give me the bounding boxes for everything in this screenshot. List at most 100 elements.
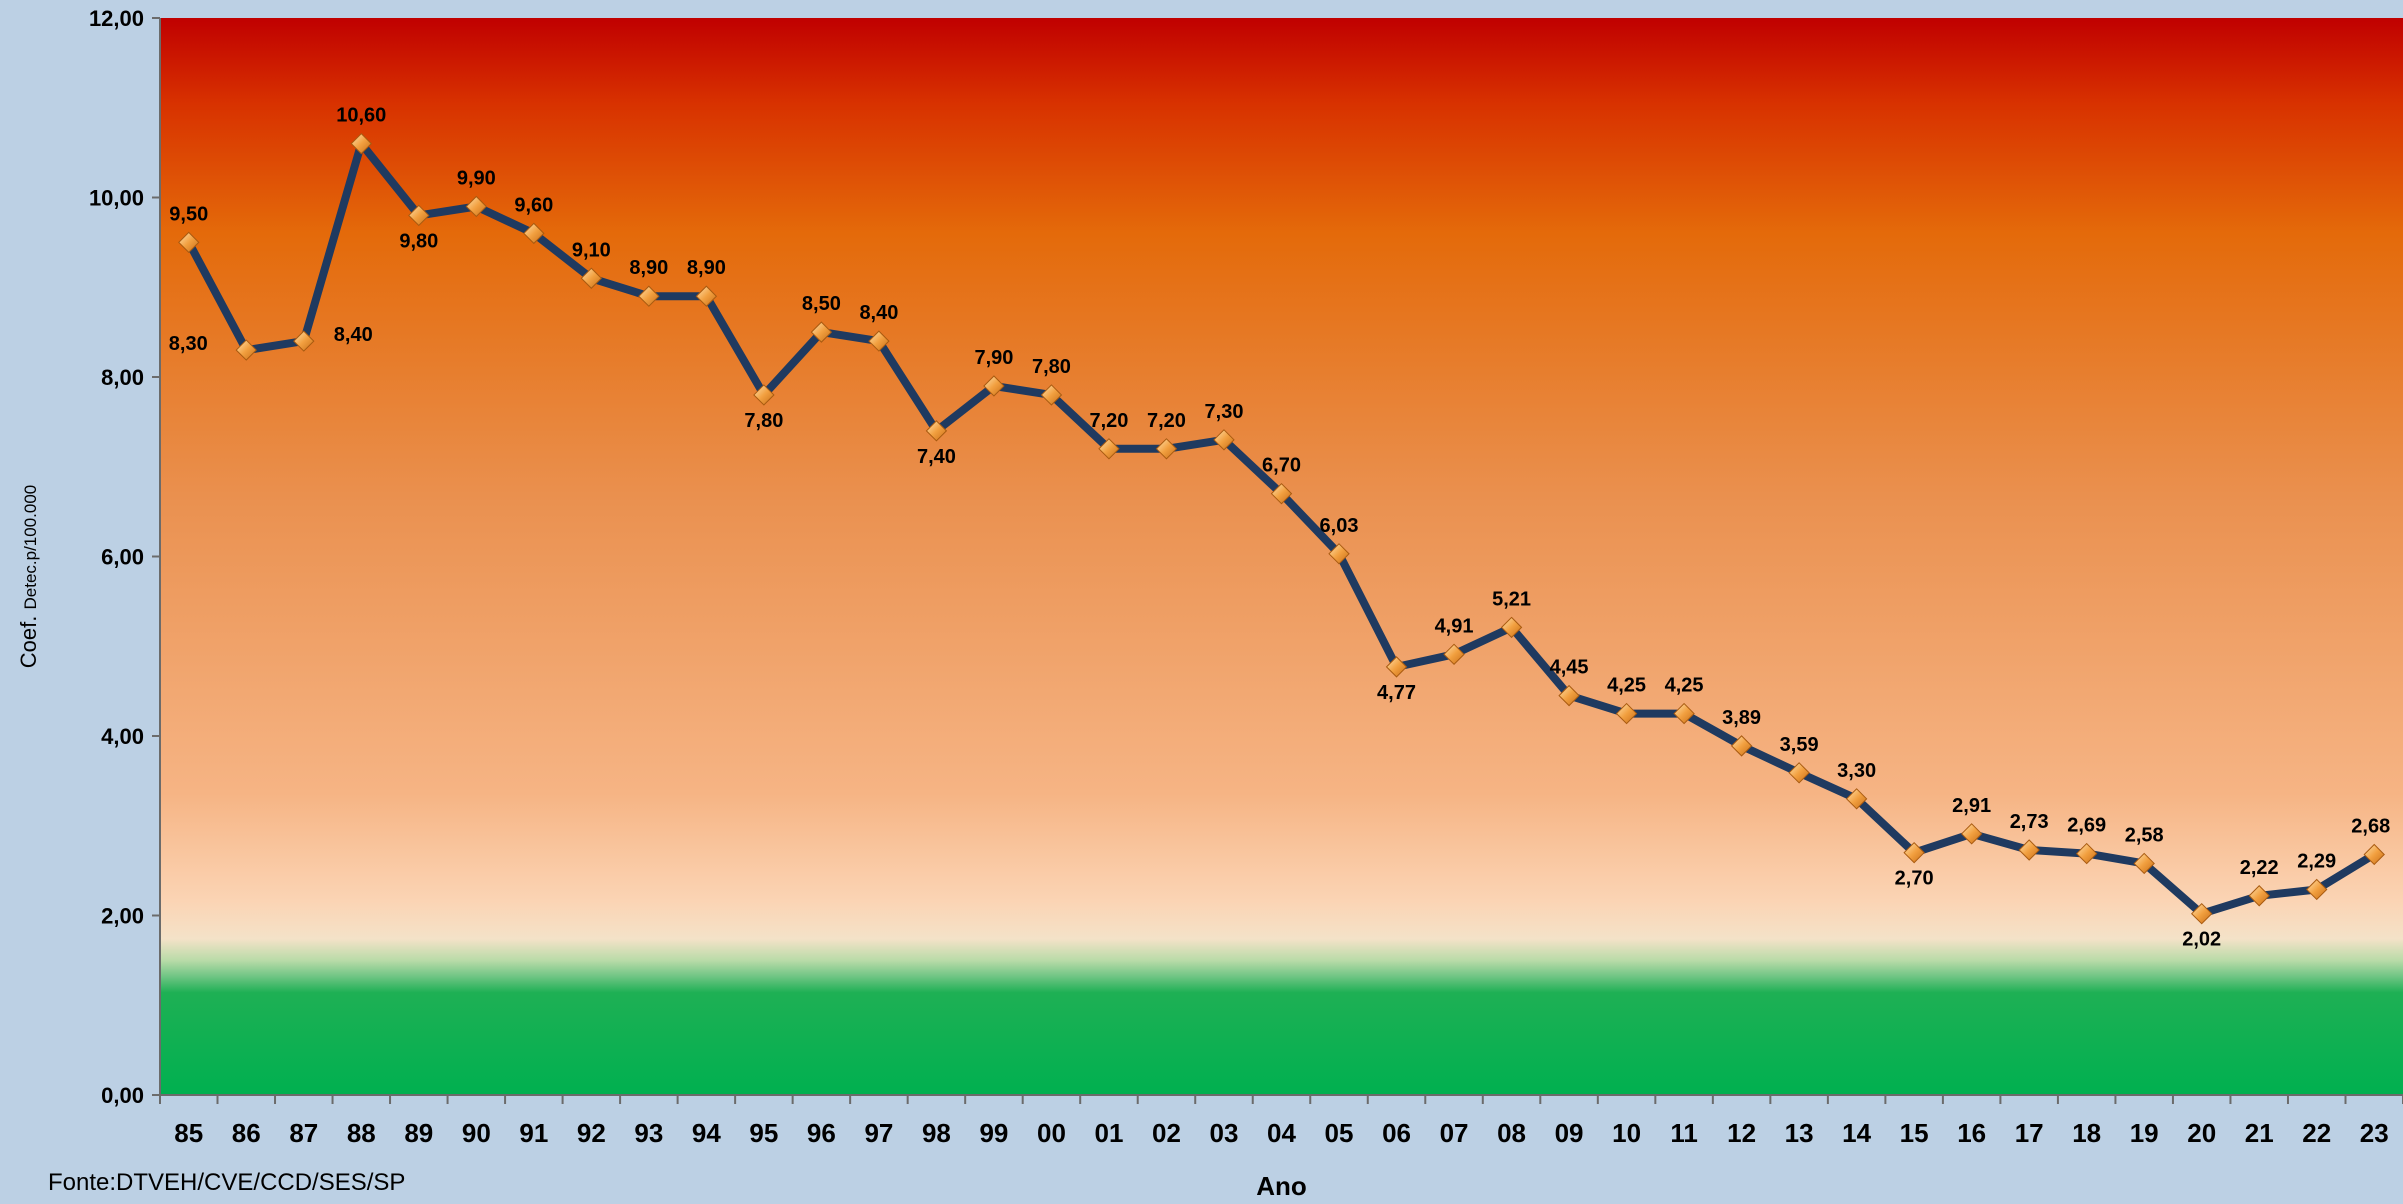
data-label: 3,30 xyxy=(1837,760,1876,782)
data-point xyxy=(1615,702,1638,725)
x-axis-title: Ano xyxy=(1256,1171,1307,1201)
data-label: 4,77 xyxy=(1377,682,1416,704)
x-tick-label: 95 xyxy=(749,1118,778,1148)
data-label: 9,80 xyxy=(399,230,438,252)
series-markers xyxy=(178,132,2385,925)
x-tick-label: 91 xyxy=(519,1118,548,1148)
y-tick-label: 12,00 xyxy=(89,6,144,31)
x-tick-label: 15 xyxy=(1900,1118,1929,1148)
data-label: 3,89 xyxy=(1722,707,1761,729)
x-tick-label: 97 xyxy=(864,1118,893,1148)
data-point xyxy=(1558,684,1580,707)
data-point xyxy=(1903,841,1925,864)
data-point xyxy=(810,321,833,343)
data-point xyxy=(983,375,1005,397)
data-point xyxy=(695,285,718,307)
x-tick-label: 89 xyxy=(404,1118,433,1148)
x-tick-label: 14 xyxy=(1842,1118,1871,1148)
x-tick-label: 00 xyxy=(1037,1118,1066,1148)
data-point xyxy=(2075,842,2098,865)
data-label: 2,68 xyxy=(2351,815,2390,837)
data-point xyxy=(753,384,775,406)
plot-area-background xyxy=(160,18,2403,1095)
data-point xyxy=(868,330,890,352)
data-label: 6,70 xyxy=(1262,455,1301,477)
x-tick-label: 17 xyxy=(2015,1118,2044,1148)
data-point xyxy=(2306,878,2328,901)
data-label: 2,73 xyxy=(2010,811,2049,833)
data-point xyxy=(580,267,603,289)
x-tick-label: 90 xyxy=(462,1118,491,1148)
data-label: 2,70 xyxy=(1895,868,1934,890)
y-tick-label: 0,00 xyxy=(101,1083,144,1108)
x-tick-label: 92 xyxy=(577,1118,606,1148)
data-point xyxy=(1500,616,1523,639)
data-point xyxy=(1213,429,1235,451)
x-tick-label: 16 xyxy=(1957,1118,1986,1148)
data-label: 7,90 xyxy=(974,347,1013,369)
x-tick-label: 23 xyxy=(2360,1118,2389,1148)
y-axis-title: Coef. Detec.p/100.000 xyxy=(16,485,41,668)
x-tick-label: 99 xyxy=(979,1118,1008,1148)
data-label: 10,60 xyxy=(336,105,386,127)
data-point xyxy=(1673,702,1695,725)
data-label: 5,21 xyxy=(1492,588,1531,610)
x-tick-label: 22 xyxy=(2302,1118,2331,1148)
data-point xyxy=(350,132,373,155)
x-tick-label: 94 xyxy=(692,1118,721,1148)
data-label: 8,40 xyxy=(334,324,373,346)
data-point xyxy=(1845,788,1868,810)
data-label: 7,20 xyxy=(1147,410,1186,432)
data-label: 3,59 xyxy=(1780,734,1819,756)
data-label: 8,90 xyxy=(687,257,726,279)
data-point xyxy=(638,285,660,307)
data-point xyxy=(1730,735,1753,757)
x-tick-label: 08 xyxy=(1497,1118,1526,1148)
data-point xyxy=(1270,482,1293,505)
data-label: 7,80 xyxy=(744,410,783,432)
data-labels: 9,50 8,30 8,40 10,60 9,80 9,90 9,60 9,10 8,90 8,9… xyxy=(169,105,2390,951)
data-point xyxy=(1098,438,1120,460)
x-tick-label: 88 xyxy=(347,1118,376,1148)
data-point xyxy=(1155,438,1178,460)
x-tick-label: 20 xyxy=(2187,1118,2216,1148)
x-tick-label: 03 xyxy=(1210,1118,1239,1148)
data-label: 2,29 xyxy=(2297,850,2336,872)
data-label: 4,25 xyxy=(1607,675,1646,697)
data-label: 7,30 xyxy=(1205,401,1244,423)
data-label: 8,40 xyxy=(859,302,898,324)
data-point xyxy=(293,330,315,352)
x-tick-label: 19 xyxy=(2130,1118,2159,1148)
x-tick-label: 13 xyxy=(1785,1118,1814,1148)
x-tick-label: 09 xyxy=(1555,1118,1584,1148)
x-axis-ticks: 85 86 87 88 89 90 91 92 93 94 95 96 97 98 99 00 01 02 03 04… xyxy=(159,1095,2403,1148)
data-label: 2,22 xyxy=(2240,857,2279,879)
y-tick-label: 6,00 xyxy=(101,545,144,570)
x-tick-label: 12 xyxy=(1727,1118,1756,1148)
data-point xyxy=(925,420,948,442)
y-axis-title-unit: Detec.p/100.000 xyxy=(21,485,40,610)
x-tick-label: 05 xyxy=(1325,1118,1354,1148)
x-tick-label: 01 xyxy=(1095,1118,1124,1148)
data-label: 4,25 xyxy=(1665,675,1704,697)
data-label: 9,90 xyxy=(457,167,496,189)
data-label: 9,10 xyxy=(572,239,611,261)
y-tick-label: 4,00 xyxy=(101,724,144,749)
x-tick-label: 98 xyxy=(922,1118,951,1148)
data-point xyxy=(408,204,430,227)
x-tick-label: 86 xyxy=(232,1118,261,1148)
data-label: 8,50 xyxy=(802,293,841,315)
y-tick-label: 2,00 xyxy=(101,904,144,929)
data-label: 9,50 xyxy=(169,203,208,225)
data-point xyxy=(2190,902,2213,925)
x-tick-label: 04 xyxy=(1267,1118,1296,1148)
x-tick-label: 87 xyxy=(289,1118,318,1148)
data-label: 2,91 xyxy=(1952,795,1991,817)
x-tick-label: 10 xyxy=(1612,1118,1641,1148)
x-tick-label: 96 xyxy=(807,1118,836,1148)
data-point xyxy=(1788,762,1810,784)
x-tick-label: 93 xyxy=(634,1118,663,1148)
data-point xyxy=(1960,823,1983,845)
x-tick-label: 02 xyxy=(1152,1118,1181,1148)
